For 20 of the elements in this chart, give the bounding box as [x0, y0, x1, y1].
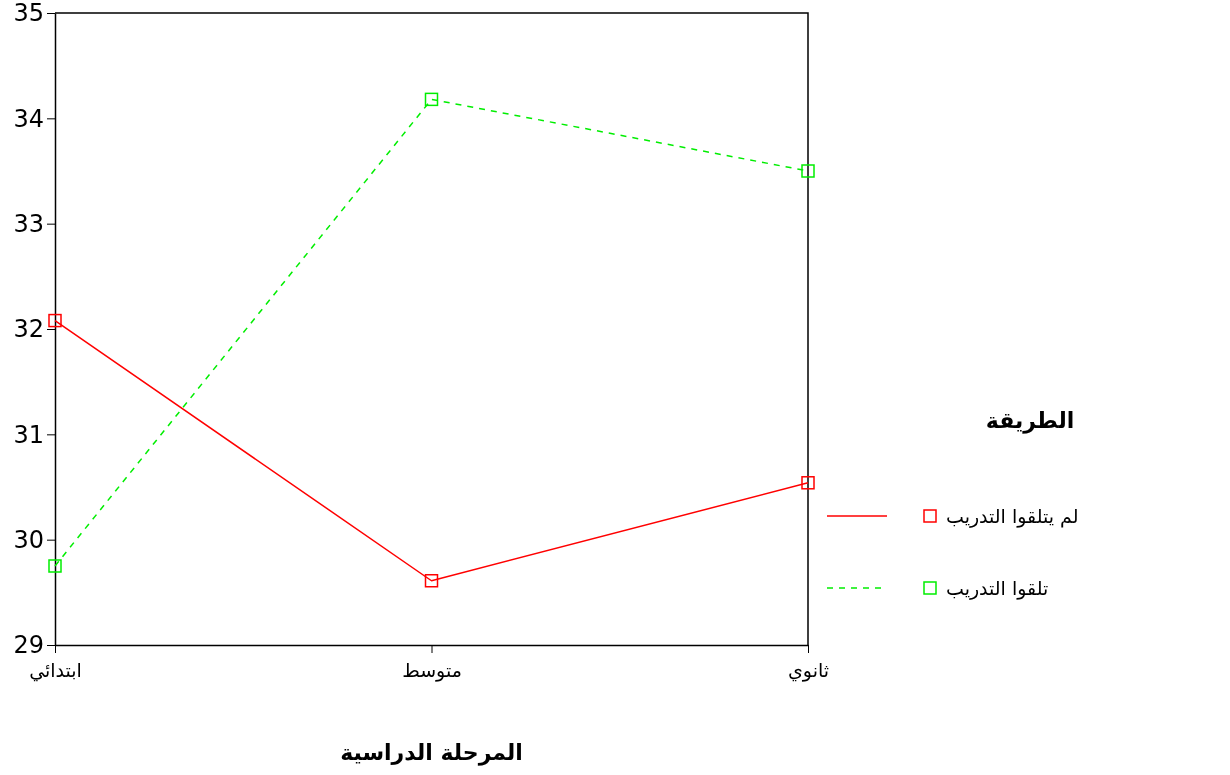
legend-title: الطريقة — [985, 408, 1075, 434]
y-tick-label: 31 — [13, 420, 44, 449]
point — [424, 92, 439, 107]
legend-label: لم يتلقوا التدريب — [946, 504, 1079, 528]
y-tick-label: 30 — [13, 525, 44, 554]
y-tick-label: 32 — [13, 315, 44, 344]
x-tick-label: متوسط — [402, 658, 462, 682]
legend-label: تلقوا التدريب — [946, 576, 1049, 600]
point — [48, 559, 62, 573]
point — [801, 164, 815, 178]
y-tick-label: 29 — [13, 631, 44, 660]
x-tick-label: ثانوي — [787, 658, 830, 682]
point — [424, 574, 439, 588]
y-tick-label: 34 — [13, 104, 44, 133]
point — [801, 476, 815, 490]
point — [48, 313, 62, 328]
x-tick-label: ابتدائي — [29, 658, 82, 682]
y-tick-label: 35 — [13, 0, 44, 28]
y-tick-label: 33 — [13, 209, 44, 238]
x-axis-title: المرحلة الدراسية — [340, 740, 523, 766]
